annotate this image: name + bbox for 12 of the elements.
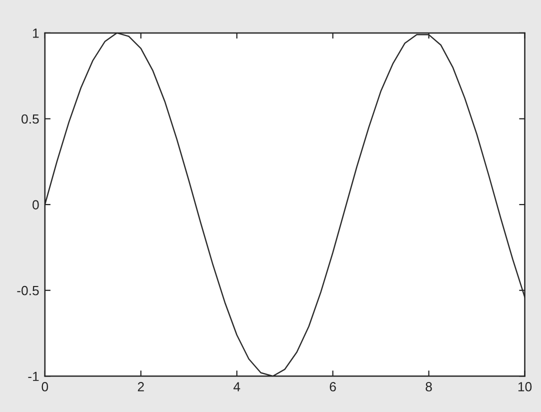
y-tick-label: 0.5	[22, 114, 39, 124]
x-tick-label: 4	[233, 382, 240, 392]
x-tick-label: 10	[518, 382, 532, 392]
x-tick-label: 6	[330, 382, 336, 392]
x-tick-label: 8	[426, 382, 432, 392]
line-series	[44, 32, 525, 376]
y-tick-label: -1	[28, 372, 39, 381]
y-tick-label: 0	[32, 200, 39, 210]
x-tick-label: 2	[138, 382, 144, 392]
y-tick-label: -0.5	[17, 286, 39, 296]
y-tick-label: 1	[33, 28, 39, 38]
x-tick-label: 0	[42, 382, 48, 392]
